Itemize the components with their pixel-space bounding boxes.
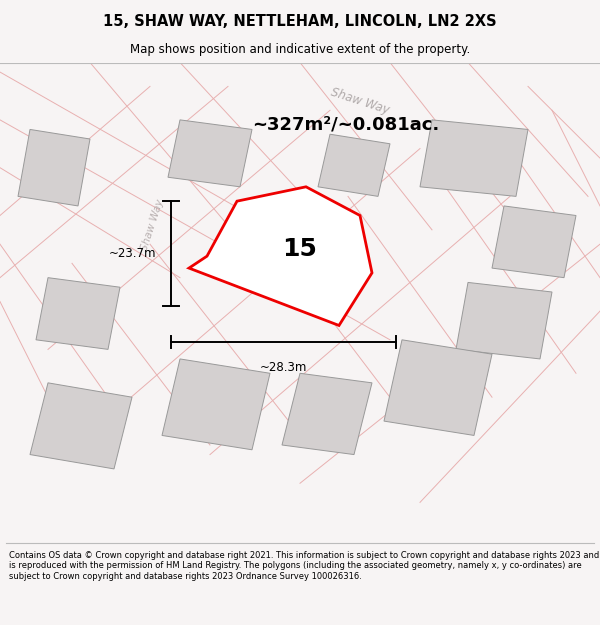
Polygon shape (189, 187, 372, 326)
Text: 15, SHAW WAY, NETTLEHAM, LINCOLN, LN2 2XS: 15, SHAW WAY, NETTLEHAM, LINCOLN, LN2 2X… (103, 14, 497, 29)
Polygon shape (18, 129, 90, 206)
Text: 15: 15 (282, 237, 317, 261)
Polygon shape (420, 120, 528, 196)
Text: Shaw Way: Shaw Way (329, 85, 391, 116)
Text: Map shows position and indicative extent of the property.: Map shows position and indicative extent… (130, 42, 470, 56)
Polygon shape (231, 228, 327, 282)
Text: ~327m²/~0.081ac.: ~327m²/~0.081ac. (252, 116, 439, 134)
Polygon shape (456, 282, 552, 359)
Polygon shape (318, 134, 390, 196)
Polygon shape (162, 359, 270, 450)
Polygon shape (36, 278, 120, 349)
Text: Contains OS data © Crown copyright and database right 2021. This information is : Contains OS data © Crown copyright and d… (9, 551, 599, 581)
Text: ~23.7m: ~23.7m (109, 248, 156, 260)
Polygon shape (282, 373, 372, 454)
Polygon shape (492, 206, 576, 278)
Polygon shape (384, 340, 492, 436)
Text: ~28.3m: ~28.3m (260, 361, 307, 374)
Polygon shape (30, 383, 132, 469)
Polygon shape (168, 120, 252, 187)
Text: Shaw Way: Shaw Way (140, 198, 166, 252)
